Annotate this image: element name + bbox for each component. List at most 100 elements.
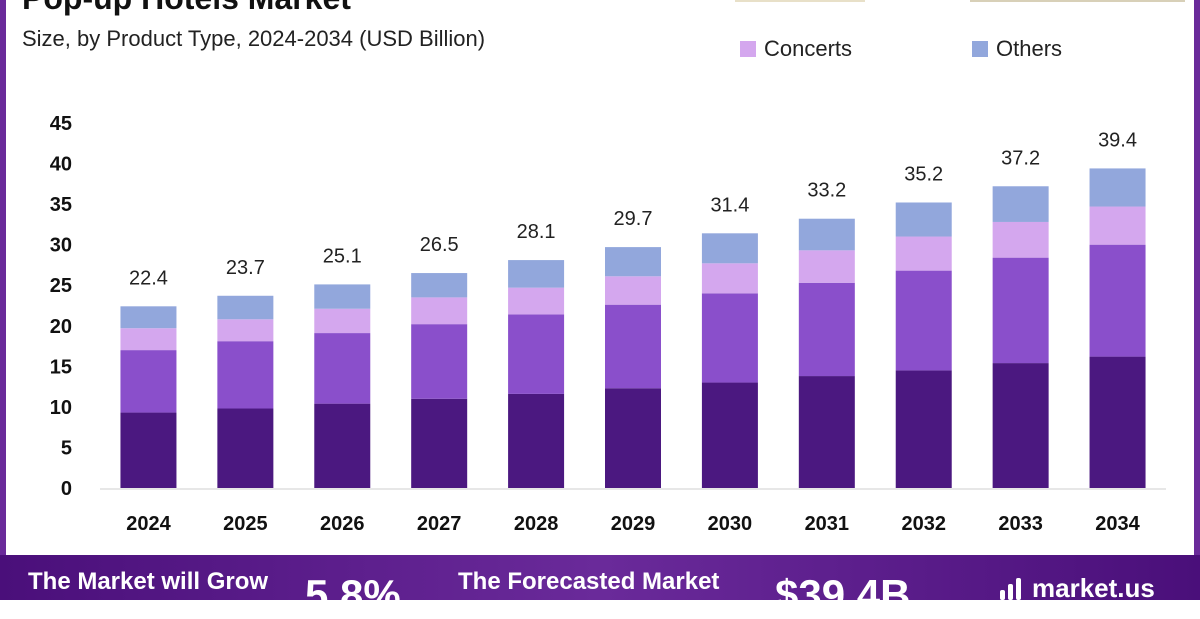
bar-segment-4: [895, 202, 952, 237]
bar-segment-1: [508, 393, 565, 488]
bar-segment-4: [1089, 168, 1146, 207]
legend-label-concerts: Concerts: [764, 36, 853, 61]
bar-segment-4: [411, 273, 468, 298]
bar-segment-3: [701, 263, 758, 294]
bars-group: [120, 168, 1146, 488]
bar-segment-1: [701, 382, 758, 488]
footer-cagr-value: 5.8%: [305, 571, 401, 618]
x-tick-label: 2032: [901, 513, 946, 535]
x-axis-ticks: 2024 2025 2026 2027 2028 2029 2030 2031 2032 2033…: [126, 513, 1140, 535]
y-tick-label: 20: [50, 316, 72, 338]
x-tick-label: 2025: [223, 513, 268, 535]
bar-segment-3: [992, 221, 1049, 258]
x-tick-label: 2024: [126, 513, 171, 535]
bar-segment-3: [411, 297, 468, 325]
bar-segment-3: [798, 250, 855, 283]
bar-segment-1: [1089, 356, 1146, 488]
legend-swatch-cut-left: [735, 0, 865, 2]
bar-segment-4: [992, 186, 1049, 222]
bar-segment-2: [411, 324, 468, 399]
bar-segment-2: [120, 350, 177, 413]
bar-segment-4: [605, 247, 661, 277]
legend-item-concerts: Concerts: [740, 36, 852, 62]
x-tick-label: 2029: [611, 513, 656, 535]
bar-segment-3: [120, 328, 177, 351]
bar-segment-2: [508, 314, 565, 394]
y-tick-label: 40: [50, 154, 72, 176]
chart-title: Pop-up Hotels Market: [22, 0, 351, 17]
y-tick-label: 5: [61, 437, 72, 459]
bar-total-label: 28.1: [517, 221, 556, 243]
bar-total-label: 29.7: [614, 208, 653, 230]
bar-total-label: 37.2: [1001, 147, 1040, 169]
footer-forecast-value: $39.4B: [775, 571, 911, 618]
bar-total-label: 39.4: [1098, 129, 1137, 151]
y-tick-label: 0: [61, 478, 72, 500]
y-tick-label: 10: [50, 397, 72, 419]
bar-segment-2: [217, 341, 274, 409]
bar-segment-3: [895, 236, 952, 271]
bar-segment-2: [992, 257, 1049, 364]
chart-frame: [0, 0, 1200, 600]
legend-item-others: Others: [972, 36, 1062, 62]
bar-total-label: 26.5: [420, 234, 459, 256]
bar-segment-2: [798, 282, 855, 377]
y-tick-label: 45: [50, 113, 72, 135]
bar-segment-1: [314, 403, 371, 488]
y-tick-label: 35: [50, 194, 72, 216]
y-tick-label: 25: [50, 275, 72, 297]
bar-segment-4: [798, 218, 855, 251]
x-tick-label: 2028: [514, 513, 559, 535]
chart-subtitle: Size, by Product Type, 2024-2034 (USD Bi…: [22, 26, 486, 51]
y-tick-label: 15: [50, 356, 72, 378]
bar-total-label: 23.7: [226, 257, 265, 279]
x-tick-label: 2026: [320, 513, 365, 535]
bar-segment-3: [1089, 206, 1146, 245]
y-tick-label: 30: [50, 235, 72, 257]
bar-chart-icon: [1000, 577, 1024, 600]
bar-segment-4: [314, 284, 371, 309]
bar-segment-4: [701, 233, 758, 264]
bar-segment-3: [508, 287, 565, 315]
bar-total-label: 35.2: [904, 163, 943, 185]
bar-segment-1: [992, 363, 1049, 488]
bar-total-label: 25.1: [323, 245, 362, 267]
bar-total-label: 31.4: [710, 194, 749, 216]
y-axis-ticks: 0 5 10 15 20 25 30 35 40 45: [50, 113, 72, 500]
bar-segment-1: [217, 408, 274, 488]
footer-grow-text: The Market will Grow: [28, 568, 269, 595]
x-tick-label: 2030: [708, 513, 753, 535]
bar-segment-1: [798, 376, 855, 488]
bar-segment-1: [411, 398, 468, 488]
bar-total-label: 33.2: [807, 180, 846, 202]
bar-segment-3: [217, 319, 274, 342]
bar-segment-1: [120, 412, 177, 488]
bar-segment-4: [217, 295, 274, 320]
bar-segment-1: [605, 388, 661, 488]
brand-logo: market.us: [1000, 573, 1155, 604]
bar-segment-1: [895, 370, 952, 488]
footer-forecast-text: The Forecasted Market: [458, 568, 720, 595]
legend-swatch-concerts: [740, 41, 756, 57]
footer-banner: The Market will Grow 5.8% The Forecasted…: [0, 555, 1200, 618]
legend-label-others: Others: [996, 36, 1063, 61]
legend-swatch-others: [972, 41, 988, 57]
bar-segment-2: [314, 333, 371, 404]
bar-segment-2: [605, 304, 661, 389]
x-tick-label: 2033: [998, 513, 1043, 535]
bar-segment-4: [120, 306, 177, 329]
x-tick-label: 2027: [417, 513, 462, 535]
bar-segment-2: [895, 270, 952, 371]
x-tick-label: 2031: [805, 513, 850, 535]
brand-name: market.us: [1032, 573, 1155, 603]
x-tick-label: 2034: [1095, 513, 1140, 535]
bar-segment-3: [314, 308, 371, 334]
legend-swatch-cut-right: [970, 0, 1185, 2]
bar-segment-3: [605, 276, 661, 305]
bar-segment-2: [1089, 244, 1146, 357]
bar-total-label: 22.4: [129, 267, 168, 289]
data-labels: 22.4 23.7 25.1 26.5 28.1 29.7 31.4 33.2 35.2 37.2…: [129, 129, 1137, 289]
bar-segment-4: [508, 260, 565, 288]
bar-segment-2: [701, 293, 758, 383]
